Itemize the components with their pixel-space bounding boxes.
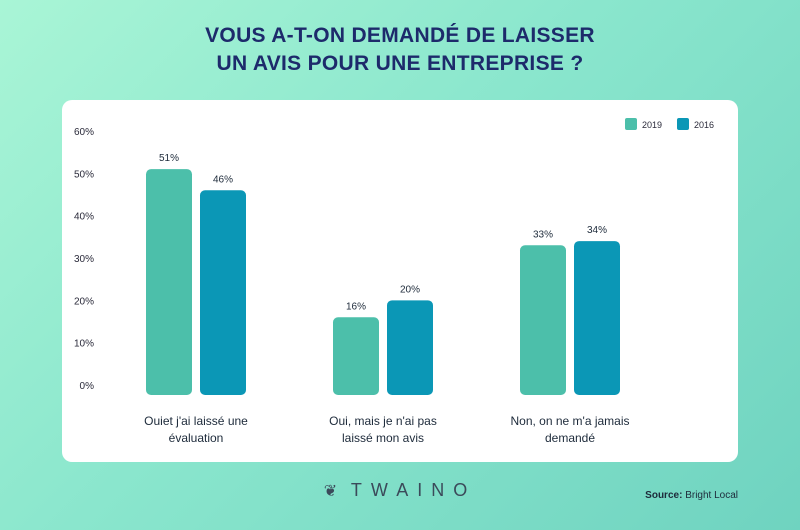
y-tick-label: 40% bbox=[74, 212, 94, 223]
twaino-logo: ❦ TWAINO bbox=[0, 480, 800, 501]
y-tick-label: 20% bbox=[74, 296, 94, 307]
legend-swatch-2019 bbox=[625, 118, 637, 130]
bar-2016 bbox=[574, 241, 620, 395]
bar-chart: 0% 10% 20% 30% 40% 50% 60% 51% 16% 33% 46% 20% 34% Ou… bbox=[74, 118, 714, 445]
bar-2019 bbox=[146, 169, 192, 395]
y-tick-label: 10% bbox=[74, 339, 94, 350]
data-label: 46% bbox=[213, 174, 233, 185]
legend-label-2016: 2016 bbox=[694, 120, 714, 130]
y-tick-label: 0% bbox=[80, 381, 95, 392]
chart-title: VOUS A-T-ON DEMANDÉ DE LAISSER UN AVIS P… bbox=[0, 22, 800, 78]
category-label: Ouiet j'ai laissé une bbox=[144, 414, 248, 428]
data-label: 33% bbox=[533, 229, 553, 240]
title-line-2: UN AVIS POUR UNE ENTREPRISE ? bbox=[216, 52, 584, 75]
logo-text: TWAINO bbox=[350, 480, 477, 500]
source-value: Bright Local bbox=[685, 490, 738, 501]
data-label: 51% bbox=[159, 153, 179, 164]
data-label: 16% bbox=[346, 301, 366, 312]
y-tick-label: 60% bbox=[74, 127, 94, 138]
y-tick-label: 30% bbox=[74, 254, 94, 265]
y-tick-label: 50% bbox=[74, 169, 94, 180]
source-label: Source: bbox=[645, 490, 683, 501]
category-label: laissé mon avis bbox=[342, 431, 424, 445]
chart-card: 0% 10% 20% 30% 40% 50% 60% 51% 16% 33% 46% 20% 34% Ou… bbox=[62, 100, 738, 462]
bar-2019 bbox=[520, 245, 566, 395]
title-line-1: VOUS A-T-ON DEMANDÉ DE LAISSER bbox=[205, 24, 595, 47]
category-label: évaluation bbox=[169, 431, 224, 445]
category-label: demandé bbox=[545, 431, 595, 445]
legend-label-2019: 2019 bbox=[642, 120, 662, 130]
data-label: 20% bbox=[400, 284, 420, 295]
data-label: 34% bbox=[587, 225, 607, 236]
bar-2016 bbox=[200, 190, 246, 395]
legend-swatch-2016 bbox=[677, 118, 689, 130]
bar-2019 bbox=[333, 317, 379, 395]
category-label: Oui, mais je n'ai pas bbox=[329, 414, 437, 428]
bar-2016 bbox=[387, 300, 433, 395]
category-label: Non, on ne m'a jamais bbox=[510, 414, 629, 428]
leaf-icon: ❦ bbox=[323, 483, 338, 500]
source-note: Source: Bright Local bbox=[645, 490, 738, 501]
